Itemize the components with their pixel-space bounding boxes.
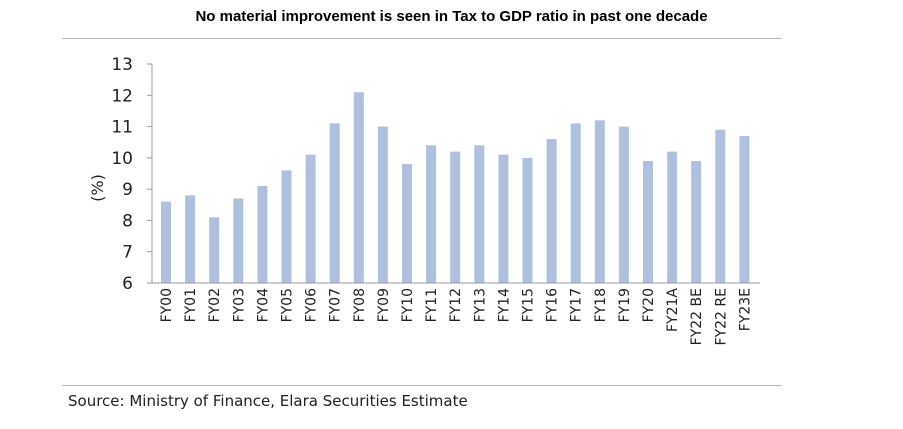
x-tick-label: FY19	[617, 288, 633, 322]
x-tick-label: FY17	[569, 288, 585, 322]
bar-fy19	[618, 126, 629, 283]
bar-fy12	[450, 151, 461, 283]
bars	[161, 92, 750, 284]
y-tick-label: 9	[122, 180, 133, 200]
x-tick-label: FY21A	[665, 288, 681, 332]
bar-fy10	[402, 164, 412, 283]
bar-fy11	[426, 145, 437, 283]
bar-fy00	[161, 201, 171, 283]
bar-fy04	[257, 186, 268, 283]
x-tick-label: FY15	[521, 288, 537, 322]
bar-fy09	[377, 126, 388, 283]
x-tick-label: FY00	[159, 288, 175, 322]
bar-fy14	[498, 154, 509, 283]
x-tick-label: FY11	[424, 288, 440, 322]
bar-fy01	[185, 195, 196, 283]
y-axis-label: (%)	[88, 174, 107, 202]
bar-fy18	[594, 120, 605, 283]
x-tick-label: FY18	[593, 288, 609, 322]
bar-fy23e	[739, 136, 750, 283]
bar-fy08	[353, 92, 364, 283]
bar-fy17	[570, 123, 581, 284]
bar-fy21a	[667, 151, 678, 283]
x-tick-label: FY03	[231, 288, 247, 322]
y-tick-label: 10	[111, 149, 133, 169]
x-tick-label: FY06	[304, 288, 320, 323]
x-tick-label: FY16	[545, 288, 561, 323]
bottom-divider	[62, 385, 782, 386]
y-tick-label: 11	[111, 118, 133, 138]
x-tick-label: FY14	[496, 288, 512, 323]
bar-fy05	[281, 170, 292, 283]
y-tick-label: 6	[122, 274, 133, 294]
bar-fy02	[209, 217, 220, 283]
bar-fy06	[305, 154, 316, 283]
x-tick-label: FY13	[472, 288, 488, 322]
x-tick-label: FY20	[641, 288, 657, 322]
x-tick-label: FY08	[352, 288, 368, 322]
x-tick-label: FY12	[448, 288, 464, 322]
source-note: Source: Ministry of Finance, Elara Secur…	[68, 392, 468, 410]
y-axis: 6 7 8 9 10 11 12 13	[111, 55, 153, 294]
x-tick-label: FY04	[255, 288, 271, 323]
x-tick-label: FY01	[183, 288, 199, 322]
y-tick-label: 7	[122, 243, 133, 263]
x-tick-label: FY10	[400, 288, 416, 322]
bar-fy13	[474, 145, 485, 283]
x-tick-label: FY07	[328, 288, 344, 322]
bar-fy15	[522, 157, 533, 283]
bar-fy16	[546, 139, 557, 283]
x-tick-label: FY22 RE	[713, 288, 729, 345]
bar-fy20	[643, 161, 653, 283]
y-tick-label: 13	[111, 55, 133, 75]
x-tick-label: FY02	[207, 288, 223, 322]
chart-title: No material improvement is seen in Tax t…	[195, 8, 708, 25]
x-tick-label: FY05	[280, 288, 296, 322]
bar-fy07	[329, 123, 340, 284]
bar-fy22-re	[715, 129, 726, 283]
bar-fy22-be	[691, 161, 702, 283]
x-tick-label: FY09	[376, 288, 392, 322]
x-tick-label: FY22 BE	[689, 288, 705, 345]
x-axis: FY00 FY01 FY02 FY03 FY04 FY05 FY06 FY07 FY08 FY09…	[152, 282, 760, 345]
top-divider	[62, 38, 782, 39]
bar-fy03	[233, 198, 244, 283]
y-tick-label: 8	[122, 211, 133, 231]
y-tick-label: 12	[111, 86, 133, 106]
x-tick-label: FY23E	[737, 288, 753, 331]
